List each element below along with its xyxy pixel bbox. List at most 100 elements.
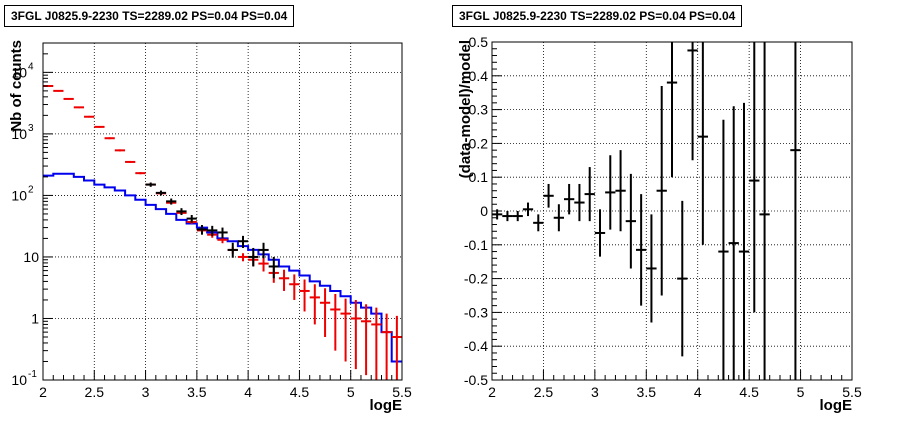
- data-point: [196, 225, 208, 235]
- left-y-tick-base: 10: [11, 126, 27, 142]
- residual-point: [594, 209, 606, 257]
- red-model-point: [391, 315, 402, 380]
- red-model-point: [94, 125, 105, 128]
- left-y-tick-base: 10: [11, 187, 27, 203]
- data-point: [258, 242, 269, 259]
- data-point: [217, 227, 228, 239]
- right-y-tick-label: 0: [480, 203, 488, 219]
- right-y-tick-label: -0.4: [464, 338, 488, 354]
- residual-point: [646, 214, 657, 323]
- right-x-tick-label: 2.5: [534, 384, 554, 400]
- right-y-tick-label: 0.3: [469, 102, 489, 118]
- red-model-point: [104, 137, 115, 140]
- red-model-point: [114, 149, 126, 152]
- right-y-axis-label: (data-model)/model: [457, 40, 474, 178]
- data-point: [237, 235, 249, 248]
- red-model-point: [125, 160, 136, 163]
- residual-point: [636, 194, 647, 306]
- left-y-tick-base: 1: [31, 310, 39, 326]
- red-model-point: [299, 279, 310, 312]
- residual-point: [533, 214, 544, 232]
- left-x-tick-label: 4.5: [290, 384, 310, 400]
- right-x-tick-label: 5.5: [842, 384, 862, 400]
- left-y-tick-exp: 4: [28, 61, 34, 72]
- residual-point: [574, 183, 585, 222]
- red-model-point: [340, 298, 351, 362]
- red-model-point: [330, 293, 341, 351]
- residual-point: [625, 173, 636, 269]
- data-point: [145, 182, 156, 187]
- red-model-point: [371, 307, 382, 380]
- residual-point: [615, 150, 626, 232]
- right-x-tick-label: 4.5: [739, 384, 759, 400]
- left-y-tick-label: 10: [11, 187, 27, 203]
- left-x-tick-label: 5: [347, 384, 355, 400]
- red-model-point: [319, 288, 331, 337]
- left-y-tick-label: 10: [23, 249, 39, 265]
- left-x-tick-label: 3.5: [187, 384, 207, 400]
- red-model-point: [350, 299, 361, 370]
- left-y-tick-exp: 3: [28, 123, 34, 134]
- red-model-point: [135, 172, 146, 175]
- right-y-tick-label: -0.2: [464, 271, 488, 287]
- red-model-point: [360, 304, 372, 376]
- data-point: [268, 256, 279, 279]
- right-y-tick-label: -0.1: [464, 237, 488, 253]
- left-y-tick-exp: -1: [28, 369, 37, 380]
- right-chart-title: 3FGL J0825.9-2230 TS=2289.02 PS=0.04 PS=…: [452, 5, 743, 27]
- red-model-point: [289, 274, 300, 300]
- left-x-axis-label: logE: [370, 397, 403, 414]
- left-chart-title: 3FGL J0825.9-2230 TS=2289.02 PS=0.04 PS=…: [4, 5, 295, 27]
- red-model-point: [73, 106, 85, 109]
- right-x-tick-label: 3: [591, 384, 599, 400]
- right-y-tick-label: -0.5: [464, 372, 488, 388]
- residual-point: [543, 183, 554, 208]
- left-y-tick-label: 1: [31, 310, 39, 326]
- red-model-point: [309, 284, 320, 325]
- left-x-tick-label: 3: [142, 384, 150, 400]
- left-x-tick-label: 4: [244, 384, 252, 400]
- left-y-tick-base: 10: [11, 64, 27, 80]
- residual-point: [728, 106, 739, 380]
- red-model-point: [258, 257, 269, 272]
- left-x-tick-label: 2.5: [85, 384, 105, 400]
- right-x-tick-label: 3.5: [637, 384, 657, 400]
- left-plot-area: [43, 43, 402, 380]
- data-point: [207, 225, 218, 236]
- red-model-point: [84, 115, 95, 118]
- residual-point: [666, 42, 678, 178]
- red-model-point: [278, 269, 290, 291]
- residual-point: [564, 183, 575, 215]
- left-y-tick-label: 10: [11, 64, 27, 80]
- residual-point: [790, 42, 801, 380]
- residual-point: [512, 211, 523, 222]
- left-y-tick-label: 10: [11, 372, 27, 388]
- data-point: [176, 208, 187, 216]
- residual-point: [687, 42, 698, 161]
- residual-point: [718, 119, 729, 380]
- right-y-tick-label: 0.5: [469, 34, 489, 50]
- blue-model-histogram: [43, 172, 402, 363]
- residual-point: [584, 167, 595, 222]
- right-y-tick-label: 0.1: [469, 169, 489, 185]
- data-point: [186, 215, 197, 223]
- left-x-tick-label: 2: [39, 384, 47, 400]
- residual-point: [697, 42, 708, 245]
- data-point: [248, 247, 259, 267]
- left-y-tick-base: 10: [11, 372, 27, 388]
- right-x-tick-label: 4: [694, 384, 702, 400]
- left-y-tick-exp: 2: [28, 184, 34, 195]
- residual-point: [677, 200, 688, 357]
- residual-point: [502, 211, 513, 222]
- residual-point: [656, 85, 667, 296]
- left-plot-frame: [42, 42, 403, 381]
- right-x-axis-label: logE: [820, 397, 853, 414]
- data-point: [166, 198, 177, 205]
- red-model-point: [53, 89, 64, 92]
- data-point: [227, 242, 238, 258]
- right-x-tick-label: 5: [797, 384, 805, 400]
- left-y-tick-base: 10: [23, 249, 39, 265]
- right-y-tick-label: -0.3: [464, 304, 488, 320]
- left-y-axis-label: Nb of counts: [8, 40, 25, 132]
